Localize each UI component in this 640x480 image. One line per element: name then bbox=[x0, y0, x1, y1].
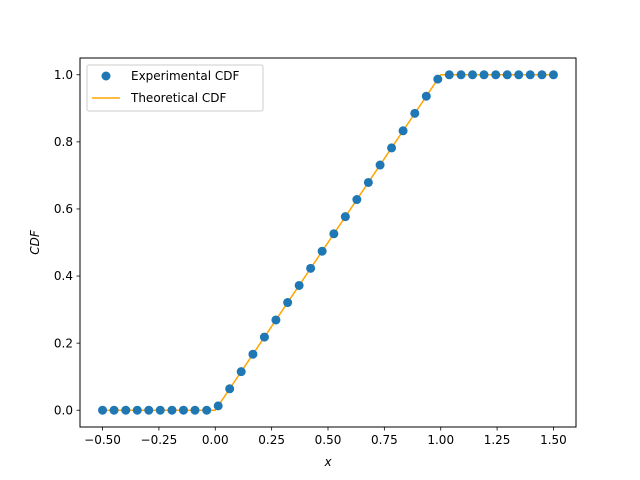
data-point-experimental bbox=[213, 401, 223, 411]
data-point-experimental bbox=[375, 160, 385, 170]
x-tick-label: 1.00 bbox=[427, 433, 454, 447]
data-point-experimental bbox=[456, 70, 466, 80]
data-point-experimental bbox=[294, 280, 304, 290]
x-tick-label: 1.50 bbox=[540, 433, 567, 447]
data-point-experimental bbox=[352, 195, 362, 205]
data-point-experimental bbox=[525, 70, 535, 80]
data-point-experimental bbox=[398, 126, 408, 136]
legend-box bbox=[86, 64, 264, 112]
series-layer bbox=[98, 70, 558, 415]
data-point-experimental bbox=[306, 263, 316, 273]
data-point-experimental bbox=[433, 74, 443, 84]
legend-marker-experimental bbox=[101, 71, 111, 81]
data-point-experimental bbox=[340, 212, 350, 222]
x-tick-label: −0.50 bbox=[84, 433, 121, 447]
data-point-experimental bbox=[271, 315, 281, 325]
data-point-experimental bbox=[202, 405, 212, 415]
data-point-experimental bbox=[491, 70, 501, 80]
y-tick-label: 0.8 bbox=[54, 135, 73, 149]
legend: Experimental CDF Theoretical CDF bbox=[86, 64, 264, 112]
data-point-experimental bbox=[248, 349, 258, 359]
x-axis-label: x bbox=[323, 455, 332, 469]
y-tick-label: 0.2 bbox=[54, 336, 73, 350]
x-tick-label: 0.25 bbox=[258, 433, 285, 447]
legend-label-experimental: Experimental CDF bbox=[131, 69, 239, 83]
x-tick-label: 0.00 bbox=[202, 433, 229, 447]
data-point-experimental bbox=[514, 70, 524, 80]
x-tick-label: −0.25 bbox=[141, 433, 178, 447]
y-tick-label: 0.4 bbox=[54, 269, 73, 283]
y-axis-label: CDF bbox=[28, 229, 42, 255]
y-axis: 0.0 0.2 0.4 0.6 0.8 1.0 bbox=[54, 68, 80, 417]
data-point-experimental bbox=[317, 246, 327, 256]
data-point-experimental bbox=[98, 405, 108, 415]
x-tick-label: 0.75 bbox=[371, 433, 398, 447]
data-point-experimental bbox=[479, 70, 489, 80]
data-point-experimental bbox=[236, 367, 246, 377]
data-point-experimental bbox=[121, 405, 131, 415]
data-point-experimental bbox=[548, 70, 558, 80]
y-tick-label: 0.6 bbox=[54, 202, 73, 216]
x-tick-label: 1.25 bbox=[484, 433, 511, 447]
data-point-experimental bbox=[259, 332, 269, 342]
x-axis: −0.50 −0.25 0.00 0.25 0.50 0.75 1.00 1.25 1.50 bbox=[84, 427, 567, 447]
data-point-experimental bbox=[109, 405, 119, 415]
data-point-experimental bbox=[387, 143, 397, 153]
data-point-experimental bbox=[167, 405, 177, 415]
data-point-experimental bbox=[225, 384, 235, 394]
data-point-experimental bbox=[444, 70, 454, 80]
data-point-experimental bbox=[502, 70, 512, 80]
data-point-experimental bbox=[537, 70, 547, 80]
data-point-experimental bbox=[190, 405, 200, 415]
y-tick-label: 0.0 bbox=[54, 403, 73, 417]
data-point-experimental bbox=[178, 405, 188, 415]
data-point-experimental bbox=[329, 229, 339, 239]
legend-label-theoretical: Theoretical CDF bbox=[130, 91, 226, 105]
data-point-experimental bbox=[132, 405, 142, 415]
data-point-experimental bbox=[283, 298, 293, 308]
x-tick-label: 0.50 bbox=[315, 433, 342, 447]
data-point-experimental bbox=[421, 91, 431, 101]
data-point-experimental bbox=[410, 108, 420, 118]
data-point-experimental bbox=[363, 177, 373, 187]
y-tick-label: 1.0 bbox=[54, 68, 73, 82]
series-line-theoretical bbox=[102, 74, 554, 411]
data-point-experimental bbox=[144, 405, 154, 415]
data-point-experimental bbox=[155, 405, 165, 415]
data-point-experimental bbox=[468, 70, 478, 80]
